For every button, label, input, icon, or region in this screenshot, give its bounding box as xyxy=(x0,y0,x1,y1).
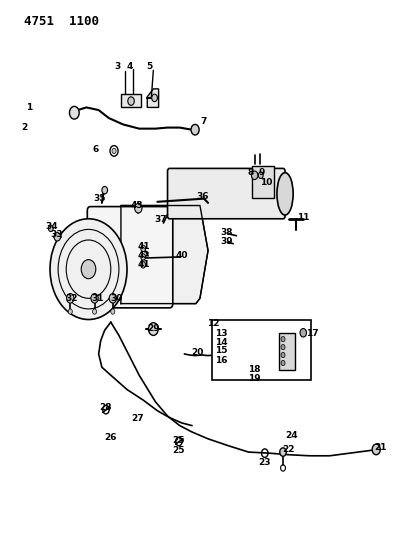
Text: 10: 10 xyxy=(260,178,272,187)
FancyBboxPatch shape xyxy=(212,319,311,381)
Text: 38: 38 xyxy=(220,228,233,237)
Text: 4: 4 xyxy=(126,62,133,70)
Text: 42: 42 xyxy=(137,252,150,261)
Circle shape xyxy=(68,309,72,314)
Circle shape xyxy=(93,309,97,314)
Circle shape xyxy=(372,444,380,455)
Polygon shape xyxy=(121,206,208,304)
Text: 32: 32 xyxy=(65,294,78,303)
Bar xyxy=(121,94,141,108)
Text: 24: 24 xyxy=(285,431,298,440)
Circle shape xyxy=(135,204,142,213)
Text: 2: 2 xyxy=(21,123,27,132)
Ellipse shape xyxy=(277,173,293,215)
Circle shape xyxy=(191,124,199,135)
Circle shape xyxy=(141,254,146,260)
Text: 43: 43 xyxy=(130,201,143,210)
Text: 8: 8 xyxy=(248,167,254,176)
Text: 33: 33 xyxy=(50,230,62,239)
Text: 31: 31 xyxy=(91,294,104,303)
Text: 27: 27 xyxy=(131,414,144,423)
Text: 19: 19 xyxy=(248,374,260,383)
Circle shape xyxy=(281,336,285,342)
Text: 13: 13 xyxy=(215,329,228,338)
Text: 40: 40 xyxy=(175,252,188,261)
Text: 29: 29 xyxy=(147,324,160,333)
Text: 17: 17 xyxy=(306,329,319,338)
Polygon shape xyxy=(147,89,159,108)
Text: 34: 34 xyxy=(45,222,58,231)
Text: 28: 28 xyxy=(100,403,112,412)
Text: 21: 21 xyxy=(374,443,387,453)
Circle shape xyxy=(128,97,134,106)
Circle shape xyxy=(112,148,116,154)
Circle shape xyxy=(281,344,285,350)
Text: 23: 23 xyxy=(259,458,271,467)
Text: 18: 18 xyxy=(248,365,260,374)
Bar xyxy=(252,166,274,198)
Text: 22: 22 xyxy=(283,445,295,454)
Text: 25: 25 xyxy=(173,446,185,455)
Text: 30: 30 xyxy=(110,294,122,303)
Circle shape xyxy=(91,294,98,303)
Text: 41: 41 xyxy=(137,242,150,251)
Circle shape xyxy=(81,260,96,279)
Circle shape xyxy=(67,294,74,303)
Circle shape xyxy=(152,94,157,102)
Circle shape xyxy=(54,232,60,241)
Circle shape xyxy=(141,262,146,268)
Text: 36: 36 xyxy=(196,192,208,201)
Circle shape xyxy=(50,219,127,319)
Circle shape xyxy=(69,107,79,119)
Circle shape xyxy=(102,187,108,194)
Text: 1: 1 xyxy=(26,103,32,112)
Text: 41: 41 xyxy=(137,261,150,269)
Circle shape xyxy=(111,309,115,314)
FancyBboxPatch shape xyxy=(168,168,285,219)
Text: 3: 3 xyxy=(114,62,120,70)
Circle shape xyxy=(49,225,53,231)
Circle shape xyxy=(251,171,258,180)
Text: 35: 35 xyxy=(94,194,106,203)
Circle shape xyxy=(280,448,286,456)
Circle shape xyxy=(149,322,158,335)
Text: 5: 5 xyxy=(146,62,153,70)
Text: 25: 25 xyxy=(173,436,185,445)
Circle shape xyxy=(141,245,146,252)
Circle shape xyxy=(281,352,285,358)
Circle shape xyxy=(300,328,306,337)
Text: 39: 39 xyxy=(220,237,233,246)
Text: 26: 26 xyxy=(105,433,117,442)
Circle shape xyxy=(258,172,263,179)
Text: 15: 15 xyxy=(215,346,228,356)
Bar xyxy=(279,333,295,370)
Text: 37: 37 xyxy=(155,215,167,224)
Circle shape xyxy=(281,360,285,366)
Text: 12: 12 xyxy=(207,319,220,328)
Text: 7: 7 xyxy=(200,117,206,126)
Circle shape xyxy=(109,294,116,303)
Text: 9: 9 xyxy=(258,167,265,176)
Text: 14: 14 xyxy=(215,338,228,347)
FancyBboxPatch shape xyxy=(87,207,173,308)
Text: 6: 6 xyxy=(93,146,99,155)
Text: 20: 20 xyxy=(191,349,204,358)
Text: 11: 11 xyxy=(297,213,310,222)
Text: 16: 16 xyxy=(215,356,228,365)
Text: 4751  1100: 4751 1100 xyxy=(24,15,99,28)
